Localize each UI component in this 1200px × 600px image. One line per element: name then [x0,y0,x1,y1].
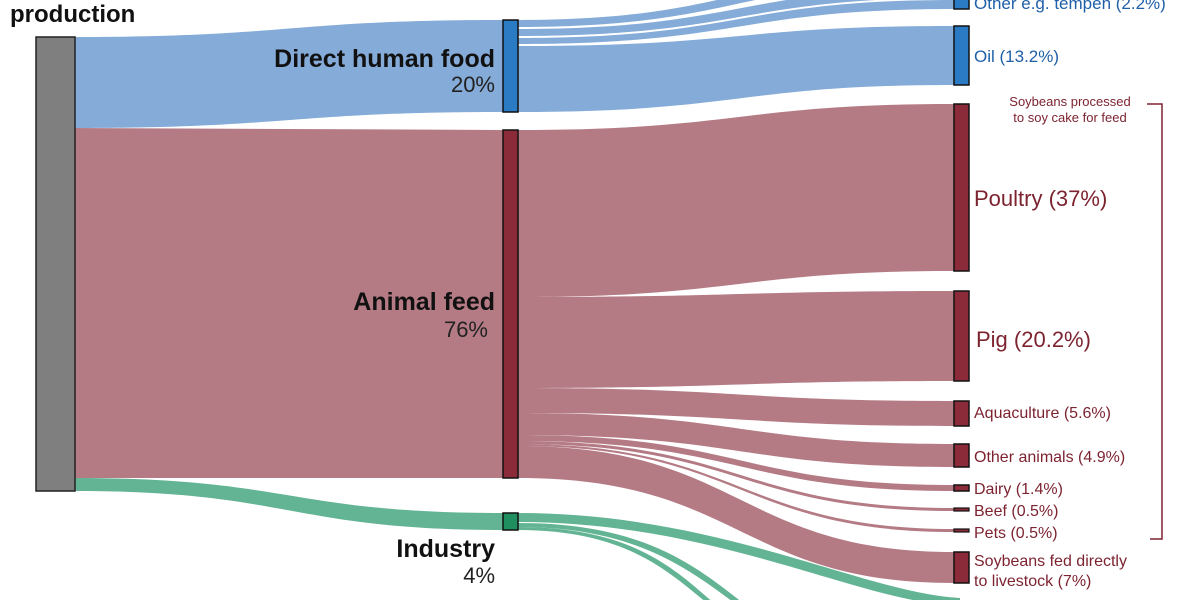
poultry-label: Poultry (37%) [974,186,1107,211]
human-node-pct: 20% [451,72,495,97]
flow-human-to-tempeh-b [518,0,877,36]
node-feed [502,129,519,479]
industry-node-pct: 4% [463,563,495,588]
direct-livestock-label-line2: to livestock (7%) [974,573,1091,590]
flow-feed-to-poultry [518,104,954,297]
bracket-note-line1: Soybeans processed [1009,94,1130,109]
node-direct-livestock [953,551,970,584]
node-pets [953,528,970,533]
pets-label: Pets (0.5%) [974,525,1058,542]
flow-industry-b [518,523,740,600]
node-human [502,19,519,113]
source-label: production [10,1,135,28]
flow-human-to-tempeh-a [518,0,756,27]
node-industry [502,512,519,531]
flow-industry-c [518,527,711,600]
industry-flows [518,513,960,600]
human-flows [518,0,954,112]
node-source [35,36,76,492]
oil-label: Oil (13.2%) [974,47,1059,66]
node-poultry [953,103,970,272]
flow-feed-to-beef [518,441,954,511]
flow-human-to-oil [518,26,954,112]
pig-label: Pig (20.2%) [976,327,1091,352]
feed-flows [518,104,954,583]
flow-feed-to-aquaculture [518,388,954,426]
node-tempeh [953,0,970,10]
beef-label: Beef (0.5%) [974,503,1058,520]
destination-nodes [953,0,970,584]
flow-feed-to-direct-livestock [518,446,954,583]
human-node-name: Direct human food [274,45,495,73]
node-dairy [953,484,970,492]
feed-node-pct: 76% [444,317,488,342]
flow-source-to-industry [75,478,503,530]
source-flows [75,20,503,530]
other-animals-label: Other animals (4.9%) [974,449,1125,466]
flow-feed-to-pig [518,291,954,388]
node-pig [953,290,970,382]
tempeh-label: Other e.g. tempeh (2.2%) [974,0,1166,13]
bracket-line [1147,103,1163,540]
aquaculture-label: Aquaculture (5.6%) [974,405,1111,422]
flow-source-to-human [75,20,503,128]
node-beef [953,507,970,512]
bracket-note-line2: to soy cake for feed [1013,110,1126,125]
flow-source-to-feed [75,128,503,478]
node-aquaculture [953,400,970,427]
flow-human-to-tempeh-c [518,0,954,44]
industry-node-name: Industry [396,535,495,563]
flow-industry-a [518,513,960,600]
feed-node-name: Animal feed [353,288,495,316]
node-oil [953,25,970,86]
node-other-animals [953,443,970,468]
soy-cake-bracket: Soybeans processed to soy cake for feed [1009,94,1163,540]
direct-livestock-label-line1: Soybeans fed directly [974,553,1127,570]
flow-feed-to-other-animals [518,413,954,467]
dairy-label: Dairy (1.4%) [974,481,1063,498]
flow-feed-to-dairy [518,435,954,491]
